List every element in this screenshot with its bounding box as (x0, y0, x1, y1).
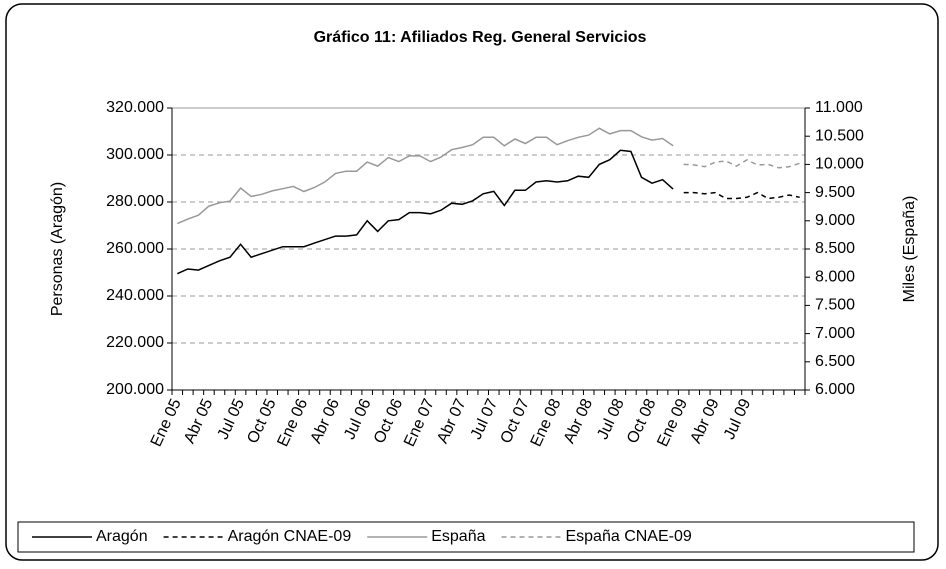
y2-tick-label: 10.000 (815, 156, 864, 173)
y2-tick-label: 9.500 (815, 184, 855, 201)
series-line (683, 191, 800, 200)
y2-tick-label: 8.000 (815, 268, 855, 285)
y-tick-label: 300.000 (106, 146, 164, 163)
series-line (177, 127, 674, 225)
chart-frame (5, 3, 939, 561)
legend-label: España CNAE-09 (565, 528, 691, 545)
y2-tick-label: 6.500 (815, 353, 855, 370)
y2-tick-label: 7.000 (815, 325, 855, 342)
series-line (683, 159, 800, 169)
y2-tick-label: 10.500 (815, 127, 864, 144)
y-axis-label: Personas (Aragón) (49, 182, 66, 316)
legend-label: España (431, 528, 485, 545)
y2-tick-label: 9.000 (815, 212, 855, 229)
y2-tick-label: 8.500 (815, 240, 855, 257)
y-tick-label: 280.000 (106, 193, 164, 210)
series-line (176, 149, 674, 275)
legend-label: Aragón (96, 528, 148, 545)
y-tick-label: 220.000 (106, 334, 164, 351)
legend (17, 521, 915, 553)
y-tick-label: 320.000 (106, 99, 164, 116)
y-tick-label: 260.000 (106, 240, 164, 257)
y2-tick-label: 6.000 (815, 381, 855, 398)
y-tick-label: 240.000 (106, 287, 164, 304)
legend-label: Aragón CNAE-09 (228, 528, 352, 545)
y-tick-label: 200.000 (106, 381, 164, 398)
chart-title: Gráfico 11: Afiliados Reg. General Servi… (314, 29, 647, 46)
y2-tick-label: 7.500 (815, 297, 855, 314)
y2-axis-label: Miles (España) (901, 196, 918, 303)
y2-tick-label: 11.000 (815, 99, 863, 116)
